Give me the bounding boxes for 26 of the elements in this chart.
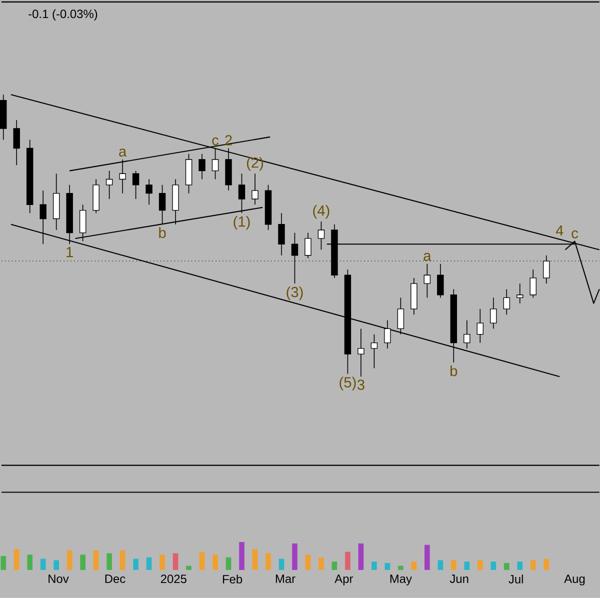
annotation: c <box>212 137 219 146</box>
annotation: a <box>424 252 432 261</box>
x-tick-label: Mar <box>276 574 296 584</box>
annotation: b <box>159 227 166 238</box>
annotation: (3) <box>286 286 303 300</box>
x-tick-label: May <box>390 574 412 586</box>
annotation: (4) <box>313 205 330 219</box>
x-tick-label: 2025 <box>160 574 186 584</box>
x-tick-label: Jul <box>508 574 523 584</box>
text: -0.1 (-0.03%) <box>28 9 98 21</box>
annotation: 2 <box>225 135 232 146</box>
x-tick-label: Dec <box>105 574 126 584</box>
annotation: 4 <box>556 226 564 236</box>
annotation: (5) <box>340 376 356 390</box>
x-tick-label: Apr <box>334 574 354 586</box>
annotation: 3 <box>357 380 364 390</box>
annotation: b <box>450 366 458 376</box>
annotation: (2) <box>246 157 264 171</box>
x-tick-label: Feb <box>222 574 242 584</box>
annotation: (1) <box>234 216 250 230</box>
x-tick-label: Nov <box>48 574 69 584</box>
annotation: 1 <box>66 247 73 258</box>
x-tick-label: Jun <box>450 574 468 584</box>
annotation: a <box>119 148 127 157</box>
x-tick-label: Aug <box>564 574 585 586</box>
annotation: c <box>572 230 578 238</box>
